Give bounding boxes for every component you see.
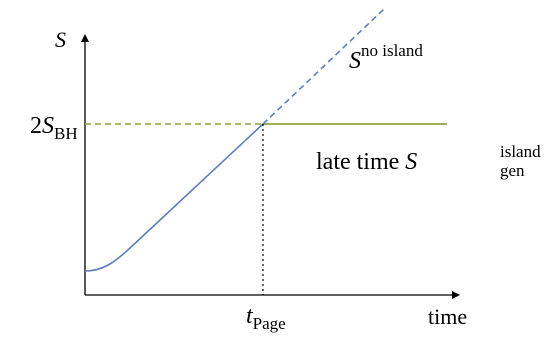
level-label-subscript: BH [54, 124, 78, 143]
level-label-prefix: 2 [30, 113, 42, 139]
entropy-curve-solid [84, 123, 264, 272]
no-island-superscript: no island [361, 41, 423, 60]
entropy-curve-dashed [262, 8, 385, 125]
no-island-label: Sno island [349, 41, 423, 74]
island-label-symbol: S [405, 149, 417, 175]
level-label-symbol: S [42, 113, 54, 139]
x-axis-label: time [428, 304, 467, 329]
y-axis-label: S [55, 27, 66, 52]
island-label-superscript: island [500, 142, 541, 161]
page-time-subscript: Page [253, 314, 286, 333]
page-time-symbol: t [246, 303, 254, 329]
level-label: 2SBH [30, 113, 78, 143]
no-island-symbol: S [349, 48, 361, 74]
island-label-subscript: gen [500, 161, 525, 180]
island-label-text: late time [316, 149, 405, 175]
island-label: late time S [316, 149, 417, 175]
page-time-label: tPage [246, 303, 286, 333]
